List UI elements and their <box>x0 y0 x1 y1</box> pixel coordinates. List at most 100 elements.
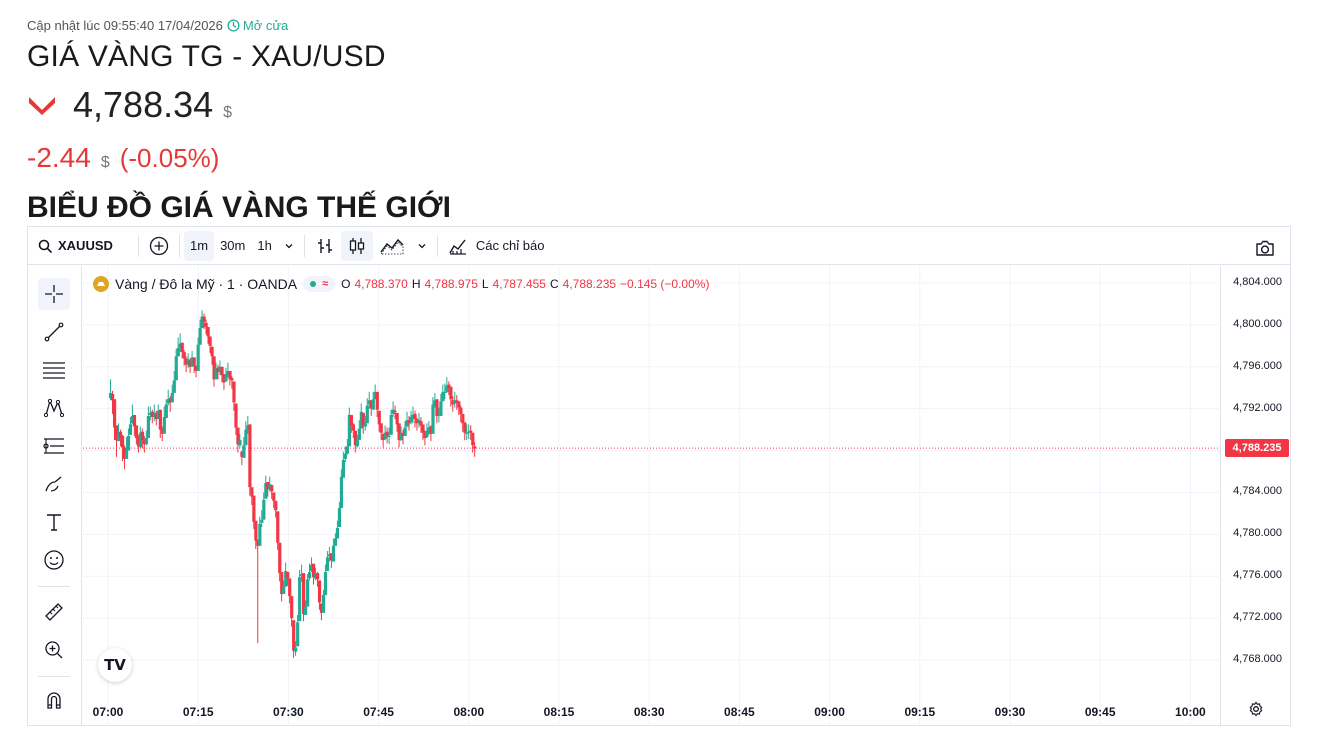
candle-body <box>409 417 413 423</box>
candle-body <box>112 399 117 428</box>
candle-body <box>196 344 200 371</box>
toolbar-divider <box>38 676 70 677</box>
zoom-tool[interactable] <box>38 634 70 666</box>
candle-body <box>373 391 377 400</box>
emoji-tool[interactable] <box>38 544 70 576</box>
smiley-icon <box>44 550 64 570</box>
snapshot-button[interactable] <box>1248 233 1282 263</box>
crosshair-icon <box>45 285 63 303</box>
candle-body <box>453 400 457 404</box>
candle-body <box>182 352 186 359</box>
market-status-text: Mở cửa <box>242 18 289 33</box>
forecast-tool[interactable] <box>38 430 70 462</box>
trend-line-icon <box>44 322 64 342</box>
crosshair-tool[interactable] <box>38 278 70 310</box>
candle-body <box>254 520 258 541</box>
interval-1m[interactable]: 1m <box>184 230 215 261</box>
candle-body <box>164 404 168 419</box>
candle-body <box>353 430 357 446</box>
candle-body <box>224 375 228 382</box>
candle-body <box>132 414 137 427</box>
interval-1h[interactable]: 1h <box>257 238 272 253</box>
bar-style-button[interactable] <box>309 231 341 261</box>
clock-icon <box>227 19 240 32</box>
chart-settings-button[interactable] <box>1248 701 1264 722</box>
candle-body <box>369 400 373 409</box>
candle-body <box>447 384 451 388</box>
legend-status-pill[interactable]: ≈ <box>303 276 336 292</box>
tradingview-logo[interactable]: 𝗧𝗩 <box>98 648 132 682</box>
brush-tool[interactable] <box>38 468 70 500</box>
price-axis[interactable]: 4,804.000 4,800.000 4,796.000 4,792.000 4,78… <box>1220 266 1290 725</box>
current-price-tag: 4,788.235 <box>1225 439 1289 458</box>
ruler-icon <box>45 603 63 621</box>
magnet-tool[interactable] <box>38 684 70 716</box>
candle-body <box>421 424 425 433</box>
candle-body <box>210 346 214 357</box>
candle-body <box>212 356 216 380</box>
updated-text: Cập nhật lúc 09:55:40 17/04/2026 <box>27 18 223 33</box>
change-currency: $ <box>100 154 110 171</box>
area-style-button[interactable] <box>373 231 411 261</box>
candle-body <box>140 431 145 441</box>
candle-body <box>461 413 465 424</box>
change-row: -2.44 $ (-0.05%) <box>27 142 219 174</box>
price-axis-label: 4,784.000 <box>1233 485 1282 498</box>
legend-close-label: C <box>549 277 559 291</box>
candle-body <box>284 570 288 587</box>
interval-30m[interactable]: 30m <box>220 238 246 253</box>
time-axis-label: 07:30 <box>273 705 304 719</box>
candlestick-chart[interactable] <box>83 266 1219 725</box>
indicators-button[interactable]: Các chỉ báo <box>442 231 551 261</box>
candle-body <box>150 411 154 418</box>
compare-symbol-button[interactable] <box>143 231 175 261</box>
candle-body <box>391 409 395 414</box>
candle-body <box>429 426 433 434</box>
candle-body <box>308 572 312 579</box>
trend-line-tool[interactable] <box>38 316 70 348</box>
candle-body <box>302 573 306 614</box>
candle-style-button[interactable] <box>340 230 373 261</box>
symbol-search-button[interactable]: XAUUSD <box>28 231 134 261</box>
candle-body <box>427 427 431 431</box>
candle-body <box>304 606 308 615</box>
candle-body <box>425 430 429 437</box>
candle-body <box>294 647 298 652</box>
candle-body <box>250 487 254 497</box>
text-icon <box>47 514 61 531</box>
candle-body <box>236 427 240 445</box>
candle-body <box>152 413 156 418</box>
fib-tool[interactable] <box>38 354 70 386</box>
section-title: BIỂU ĐỒ GIÁ VÀNG THẾ GIỚI <box>27 191 451 224</box>
candle-body <box>176 347 180 357</box>
candle-body <box>351 424 355 431</box>
fib-lines-icon <box>43 362 65 379</box>
chart-type-dropdown-button[interactable] <box>411 231 433 261</box>
candle-body <box>327 554 332 557</box>
candle-body <box>166 399 170 404</box>
candle-body <box>300 574 304 577</box>
legend-open: 4,788.370 <box>354 277 408 291</box>
candle-body <box>232 381 236 403</box>
candle-body <box>298 577 302 622</box>
legend-symbol-name: Vàng / Đô la Mỹ · 1 · OANDA <box>115 276 298 292</box>
candle-body <box>417 420 421 423</box>
interval-dropdown-button[interactable] <box>278 231 300 261</box>
candle-body <box>154 412 158 420</box>
price-axis-label: 4,800.000 <box>1233 317 1282 330</box>
candle-body <box>309 564 314 571</box>
candle-body <box>156 410 160 420</box>
candle-body <box>451 400 455 405</box>
candle-body <box>397 423 401 441</box>
candle-body <box>244 429 248 446</box>
bars-icon <box>317 238 332 253</box>
measure-tool[interactable] <box>38 596 70 628</box>
pattern-tool[interactable] <box>38 392 70 424</box>
candle-body <box>445 385 449 392</box>
candle-body <box>367 400 371 405</box>
candle-body <box>234 403 238 428</box>
toolbar-divider <box>436 234 438 257</box>
text-tool[interactable] <box>38 506 70 538</box>
chart-plot-area[interactable]: Vàng / Đô la Mỹ · 1 · OANDA ≈ O 4,788.370… <box>83 266 1219 725</box>
candle-body <box>469 430 473 433</box>
